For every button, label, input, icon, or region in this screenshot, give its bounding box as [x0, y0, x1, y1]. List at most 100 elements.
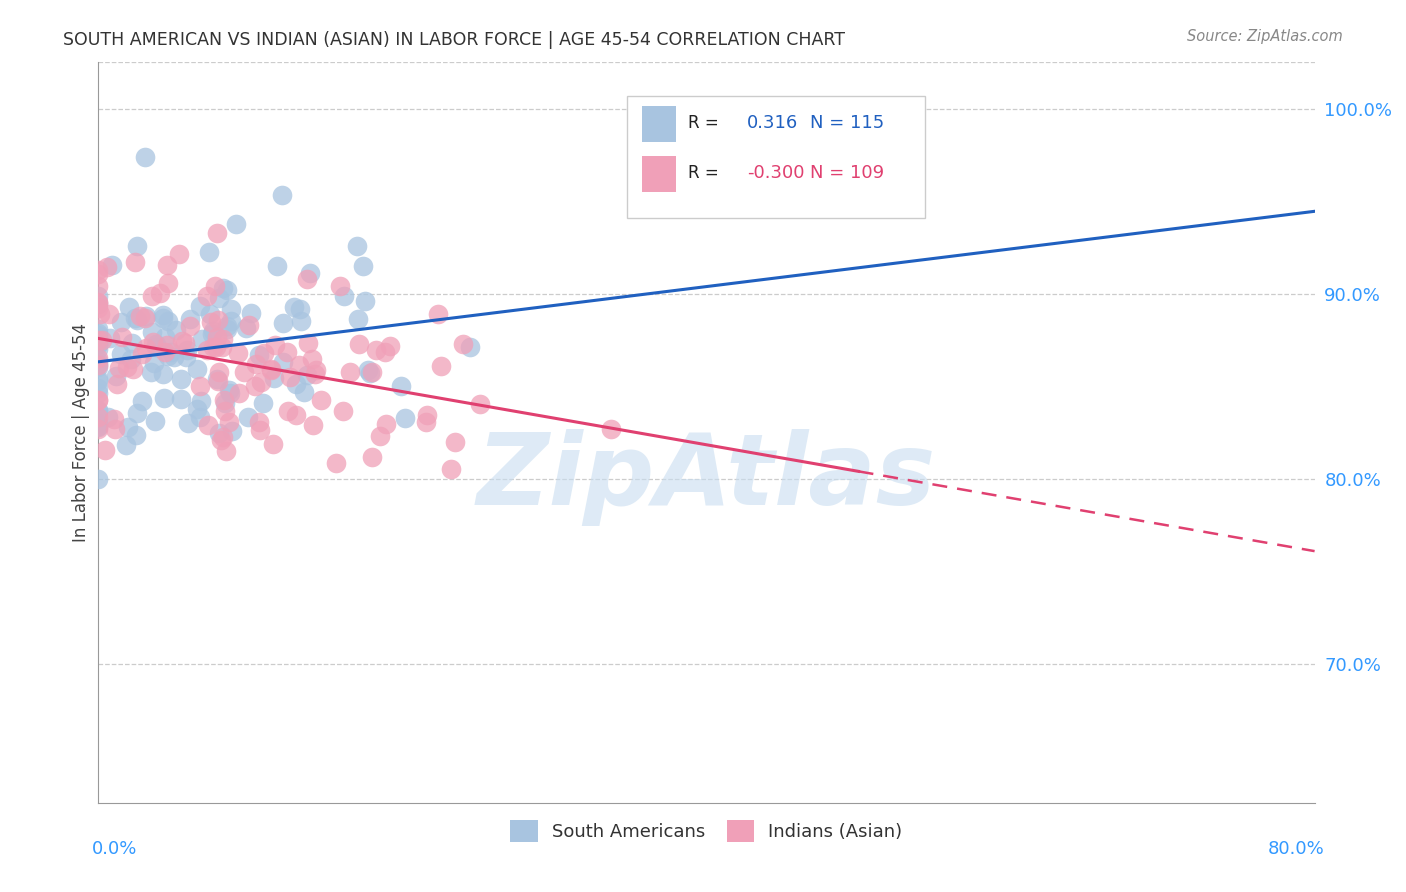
Point	[87, 328, 110, 343]
Point	[87, 422, 110, 436]
Point	[87, 296, 110, 310]
Point	[217, 322, 239, 336]
Point	[249, 424, 271, 438]
Point	[97, 410, 120, 425]
Point	[87, 267, 110, 281]
Point	[165, 323, 187, 337]
Point	[89, 307, 111, 321]
Point	[374, 417, 396, 432]
Point	[186, 361, 208, 376]
Point	[207, 374, 229, 388]
Point	[304, 368, 326, 382]
Point	[135, 310, 157, 324]
Point	[219, 301, 242, 316]
Point	[188, 410, 211, 425]
Point	[212, 429, 235, 443]
Point	[252, 396, 274, 410]
Point	[188, 299, 211, 313]
Point	[221, 424, 243, 438]
Point	[157, 276, 180, 290]
Point	[156, 338, 179, 352]
Point	[87, 419, 110, 434]
Point	[87, 333, 110, 347]
Point	[190, 393, 212, 408]
Point	[332, 403, 354, 417]
Point	[389, 378, 412, 392]
Point	[329, 279, 352, 293]
Point	[277, 404, 299, 418]
Point	[273, 355, 295, 369]
Point	[131, 347, 153, 361]
Point	[276, 344, 298, 359]
Point	[212, 393, 235, 408]
Point	[87, 297, 110, 311]
Point	[233, 365, 256, 379]
Point	[208, 291, 231, 305]
Point	[247, 415, 270, 429]
Point	[238, 318, 260, 332]
Point	[121, 362, 143, 376]
Point	[205, 371, 228, 385]
Point	[121, 336, 143, 351]
Point	[225, 217, 247, 231]
Point	[87, 381, 110, 395]
Point	[260, 362, 283, 376]
Point	[266, 259, 288, 273]
Point	[87, 359, 110, 373]
Point	[139, 365, 162, 379]
Text: 0.0%: 0.0%	[91, 840, 136, 858]
Point	[600, 422, 623, 436]
Point	[176, 343, 198, 358]
Point	[290, 314, 312, 328]
Point	[263, 338, 285, 352]
Point	[87, 294, 110, 309]
Point	[202, 340, 225, 354]
Point	[215, 444, 238, 458]
Point	[361, 450, 384, 464]
Point	[301, 352, 323, 367]
Point	[101, 258, 124, 272]
Point	[87, 279, 110, 293]
Point	[284, 408, 307, 422]
Point	[207, 313, 229, 327]
Point	[179, 319, 201, 334]
Point	[141, 289, 163, 303]
Point	[204, 279, 226, 293]
Point	[170, 334, 193, 348]
Point	[87, 322, 110, 336]
Point	[352, 259, 374, 273]
Point	[125, 406, 148, 420]
Point	[153, 391, 176, 405]
Point	[87, 289, 110, 303]
Point	[143, 355, 166, 369]
Point	[217, 283, 239, 297]
Point	[87, 301, 110, 315]
Point	[87, 402, 110, 417]
Point	[198, 244, 221, 259]
Point	[273, 316, 295, 330]
Point	[302, 418, 325, 433]
Point	[134, 150, 156, 164]
Point	[87, 342, 110, 356]
Point	[218, 415, 240, 429]
FancyBboxPatch shape	[643, 106, 676, 142]
Point	[134, 311, 156, 326]
Point	[87, 360, 110, 375]
Point	[111, 329, 134, 343]
Point	[354, 294, 377, 309]
Point	[87, 331, 110, 345]
Point	[440, 462, 463, 476]
Point	[468, 397, 491, 411]
Point	[145, 340, 167, 354]
Point	[416, 409, 439, 423]
Point	[87, 337, 110, 351]
Point	[198, 307, 221, 321]
Point	[201, 327, 224, 342]
Point	[87, 385, 110, 400]
Point	[160, 344, 183, 359]
Point	[87, 403, 110, 417]
Point	[142, 335, 165, 350]
Point	[214, 396, 236, 410]
Point	[208, 365, 231, 379]
Text: N = 115: N = 115	[810, 114, 884, 132]
